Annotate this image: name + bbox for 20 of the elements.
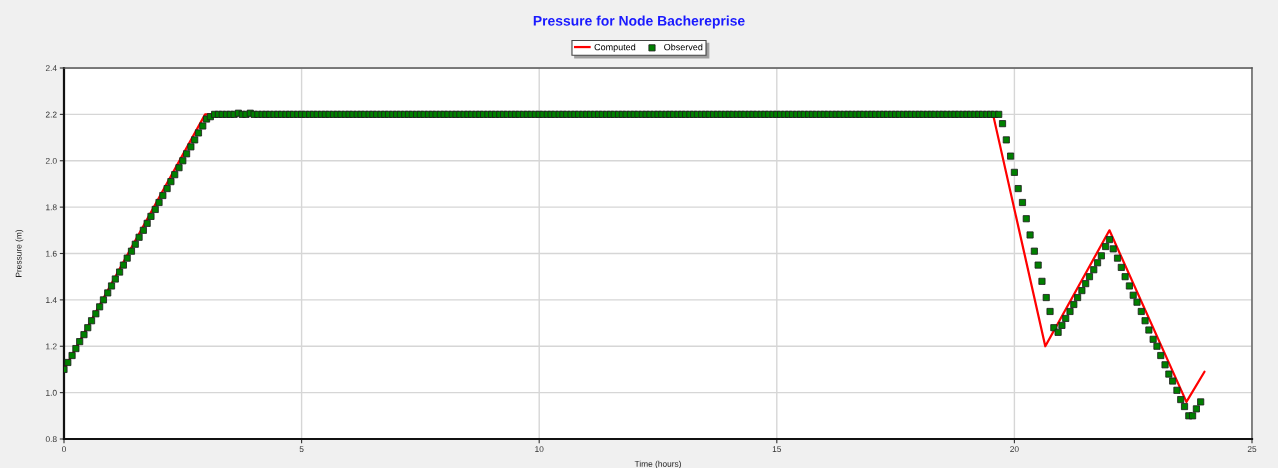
chart-title: Pressure for Node Bachereprise — [533, 15, 745, 29]
x-tick-label: 25 — [1247, 446, 1257, 453]
legend-label: Observed — [664, 43, 703, 51]
legend-label: Computed — [594, 43, 636, 53]
y-tick-label: 1.4 — [46, 297, 57, 303]
y-tick-label: 1.0 — [46, 389, 57, 396]
x-tick-label: 15 — [772, 446, 782, 453]
y-tick-label: 1.6 — [46, 250, 57, 257]
y-tick-label: 2.4 — [45, 65, 57, 72]
y-tick-label: 1.2 — [46, 343, 57, 350]
y-tick-label: 1.8 — [46, 204, 57, 211]
y-tick-label: 2.2 — [45, 111, 57, 118]
y-tick-label: 0.8 — [45, 436, 57, 443]
x-axis-title: Time (hours) — [634, 460, 681, 468]
x-tick-label: 20 — [1010, 446, 1019, 453]
y-axis-title: Pressure (m) — [15, 229, 24, 277]
x-tick-label: 0 — [62, 446, 66, 453]
x-tick-label: 5 — [299, 446, 304, 453]
y-tick-label: 2.0 — [45, 157, 57, 164]
x-tick-label: 10 — [535, 446, 544, 453]
